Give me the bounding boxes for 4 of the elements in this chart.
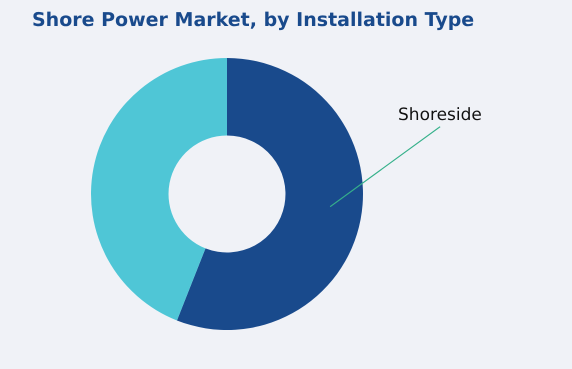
chart-title: Shore Power Market, by Installation Type [32,9,474,31]
donut-slice [91,58,227,320]
slice-label: Shoreside [398,105,482,125]
donut-slice [176,58,363,330]
